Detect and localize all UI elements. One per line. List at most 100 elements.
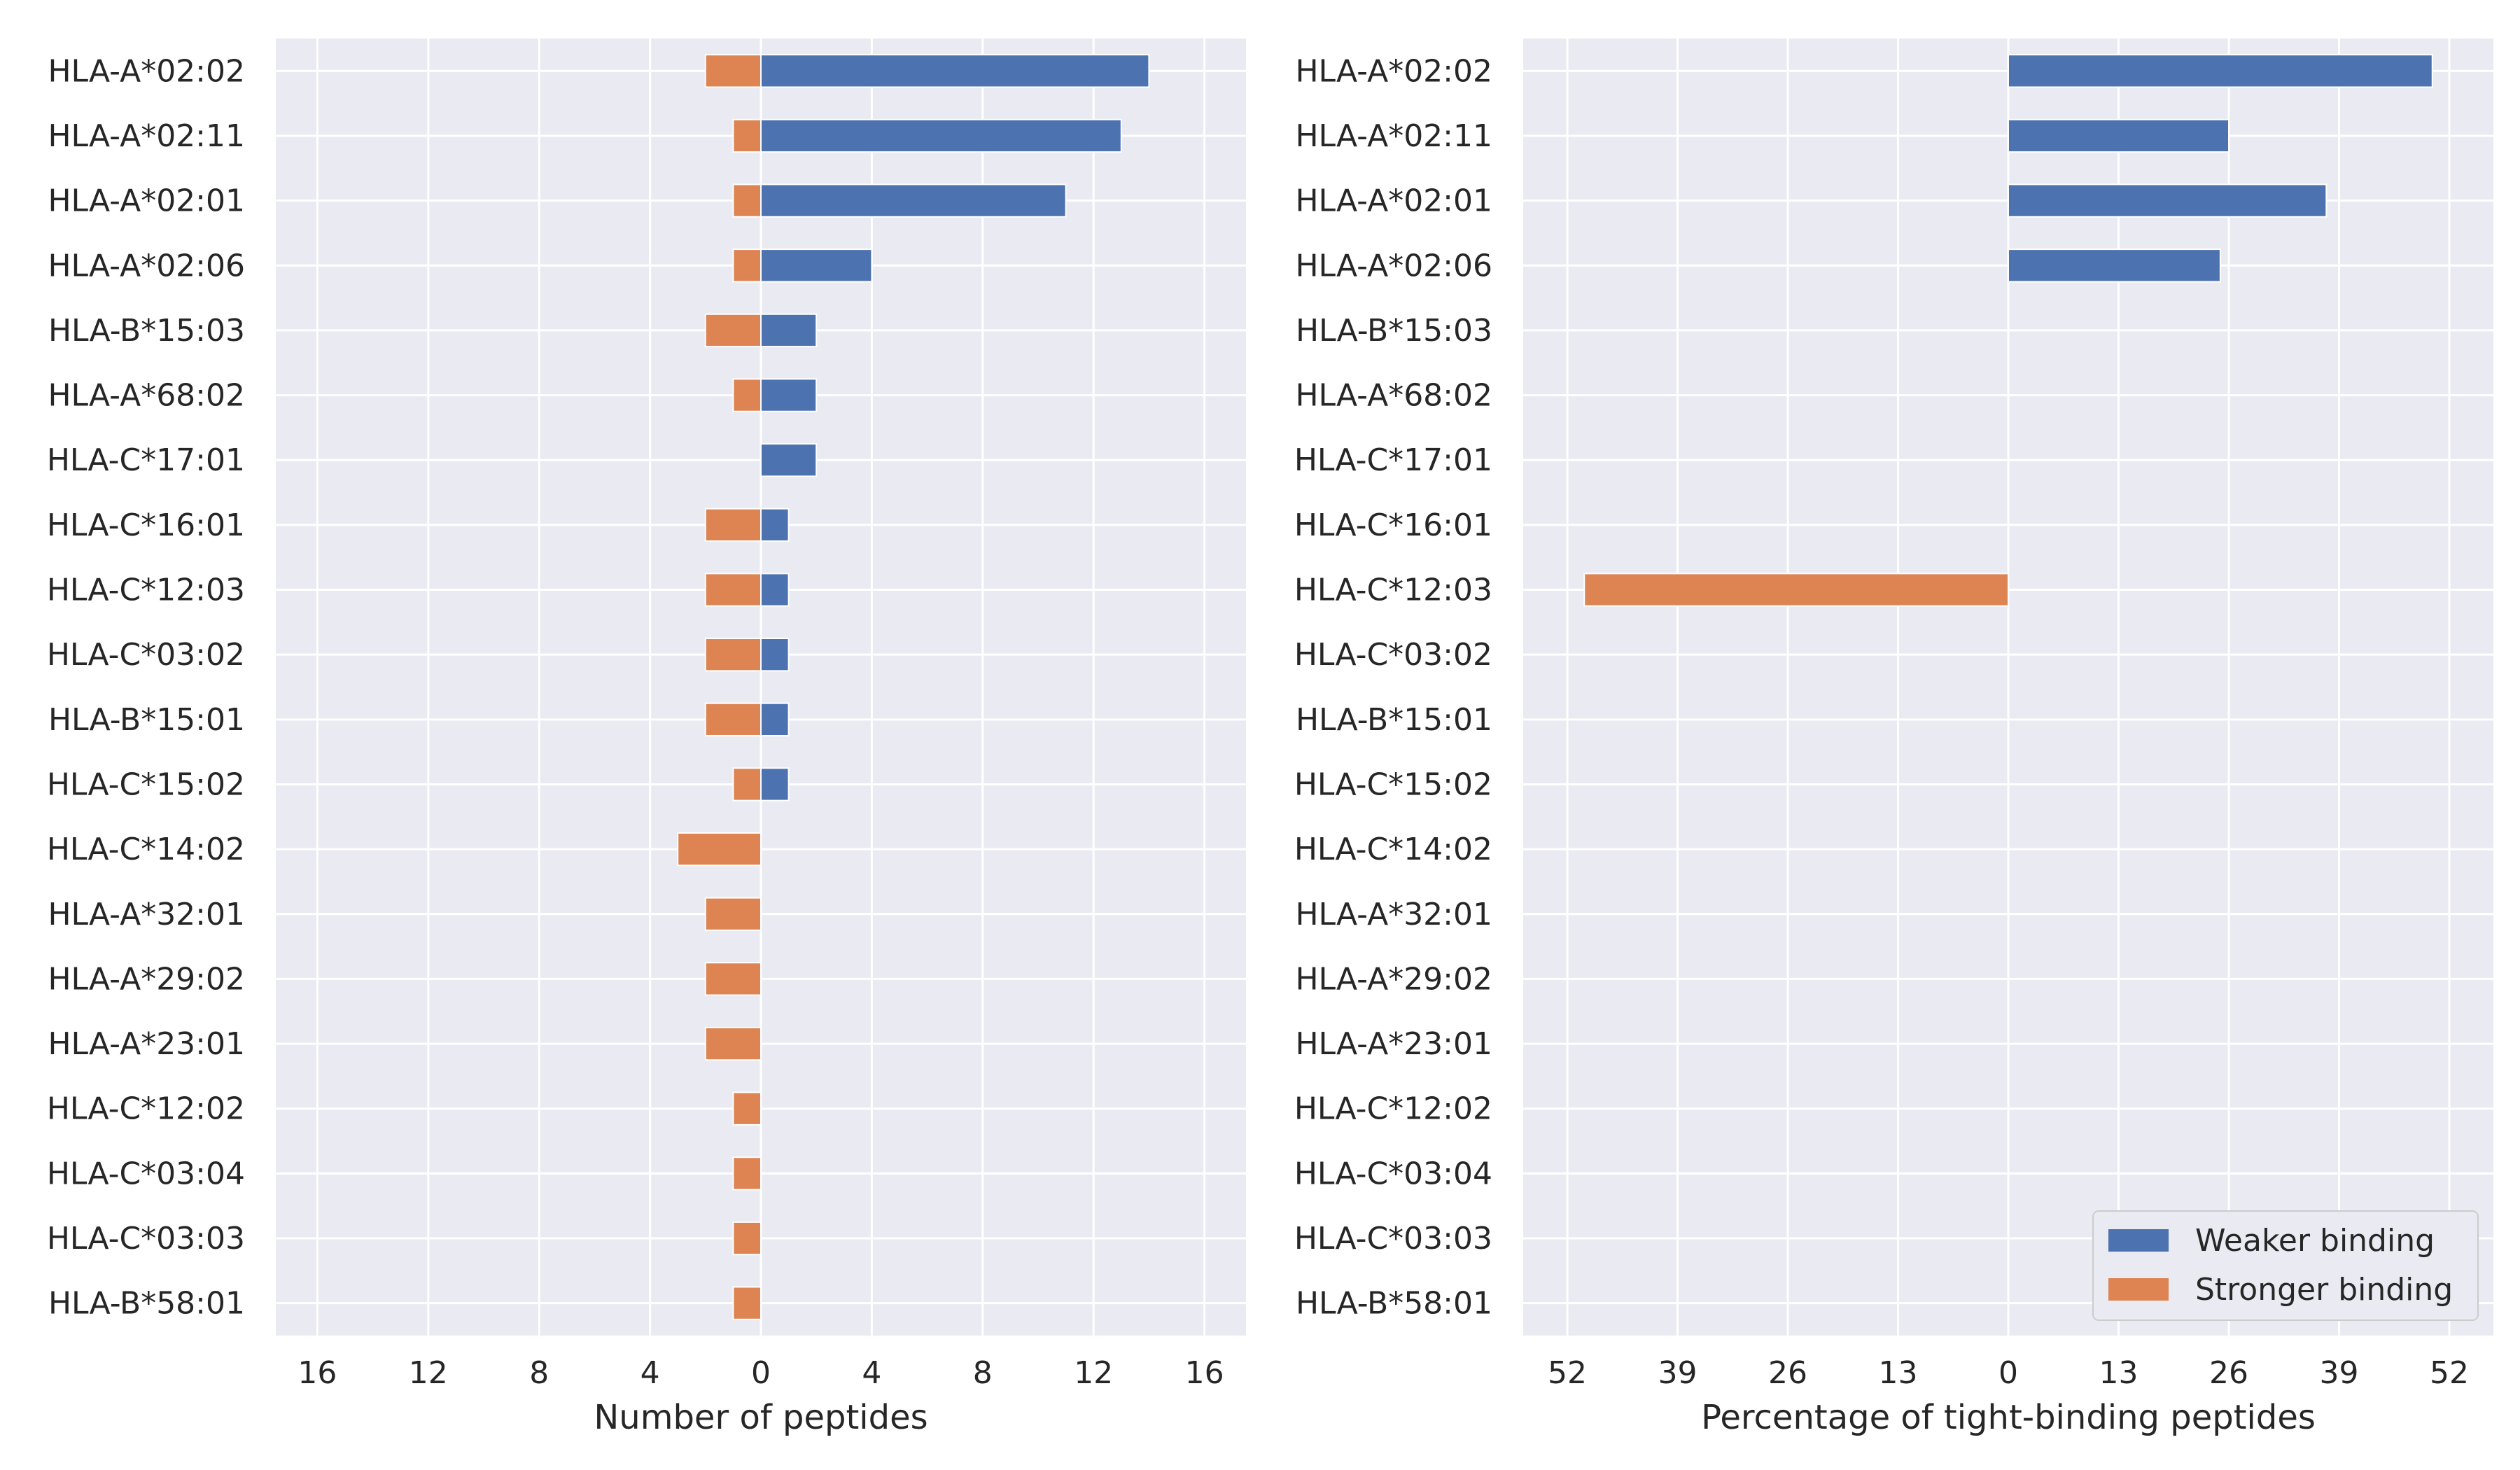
stronger-binding-bar-4 bbox=[704, 313, 762, 348]
y-tick-label: HLA-C*03:02 bbox=[47, 637, 245, 673]
left-chart-panel: 16 12 8 4 0 4 8 12 16 HLA-A*02:02 HLA-A*02:11 HLA-A… bbox=[47, 38, 1246, 1437]
stronger-binding-bar-11 bbox=[732, 767, 762, 802]
x-tick-label: 13 bbox=[1879, 1355, 1918, 1391]
x-tick-label: 39 bbox=[2320, 1355, 2359, 1391]
legend: Weaker binding Stronger binding bbox=[2092, 1210, 2479, 1321]
stronger-binding-bar-2 bbox=[732, 183, 762, 218]
stronger-binding-bar-8 bbox=[1583, 573, 2009, 607]
stronger-binding-bar-15 bbox=[704, 1026, 762, 1061]
weaker-binding-bar-0 bbox=[2008, 54, 2433, 88]
x-tick-label: 0 bbox=[1998, 1355, 2018, 1391]
right-chart-panel: 52 39 26 13 0 13 26 39 52 HLA-A*02:02 HLA-A*02:11 H… bbox=[1294, 38, 2493, 1437]
x-tick-label: 16 bbox=[298, 1355, 337, 1391]
legend-swatch bbox=[2108, 1278, 2169, 1301]
y-tick-label: HLA-B*58:01 bbox=[48, 1286, 245, 1322]
weaker-binding-bar-3 bbox=[760, 248, 873, 283]
stronger-binding-bar-18 bbox=[732, 1221, 762, 1256]
y-tick-label: HLA-B*15:01 bbox=[48, 702, 245, 738]
stronger-binding-bar-7 bbox=[704, 507, 762, 542]
weaker-binding-bar-5 bbox=[760, 378, 818, 412]
y-tick-label: HLA-C*12:03 bbox=[47, 573, 245, 608]
y-tick-label: HLA-C*03:04 bbox=[1294, 1156, 1492, 1191]
stronger-binding-bar-3 bbox=[732, 248, 762, 283]
y-tick-label: HLA-C*12:03 bbox=[1294, 573, 1492, 608]
y-tick-label: HLA-C*17:01 bbox=[47, 442, 245, 478]
y-tick-label: HLA-A*02:02 bbox=[48, 53, 245, 89]
stronger-binding-bar-1 bbox=[732, 118, 762, 153]
legend-label: Weaker binding bbox=[2195, 1223, 2435, 1259]
stronger-binding-bar-9 bbox=[704, 638, 762, 672]
y-tick-label: HLA-C*17:01 bbox=[1294, 442, 1492, 478]
weaker-binding-bar-8 bbox=[760, 573, 790, 607]
stronger-binding-bar-8 bbox=[704, 573, 762, 607]
x-tick-label: 26 bbox=[2209, 1355, 2248, 1391]
y-tick-label: HLA-A*02:06 bbox=[48, 248, 245, 284]
y-tick-label: HLA-B*15:03 bbox=[1296, 313, 1492, 349]
x-axis-label: Number of peptides bbox=[594, 1398, 927, 1437]
stronger-binding-bar-16 bbox=[732, 1091, 762, 1126]
y-tick-label: HLA-C*16:01 bbox=[1294, 507, 1492, 543]
y-tick-label: HLA-A*29:02 bbox=[48, 961, 245, 997]
stronger-binding-bar-0 bbox=[704, 54, 762, 88]
weaker-binding-bar-11 bbox=[760, 767, 790, 802]
y-tick-label: HLA-A*29:02 bbox=[1295, 961, 1492, 997]
y-tick-label: HLA-C*03:04 bbox=[47, 1156, 245, 1191]
y-tick-label: HLA-A*02:01 bbox=[48, 183, 245, 219]
y-tick-label: HLA-C*03:03 bbox=[47, 1221, 245, 1256]
x-tick-label: 52 bbox=[1548, 1355, 1587, 1391]
y-tick-label: HLA-C*14:02 bbox=[47, 832, 245, 867]
y-tick-label: HLA-C*03:03 bbox=[1294, 1221, 1492, 1256]
weaker-binding-bar-9 bbox=[760, 638, 790, 672]
y-tick-label: HLA-A*23:01 bbox=[1295, 1026, 1492, 1062]
y-tick-label: HLA-C*16:01 bbox=[47, 507, 245, 543]
x-tick-label: 13 bbox=[2099, 1355, 2138, 1391]
x-axis-label: Percentage of tight-binding peptides bbox=[1701, 1398, 2316, 1437]
weaker-binding-bar-3 bbox=[2008, 248, 2221, 283]
y-tick-label: HLA-B*15:01 bbox=[1296, 702, 1492, 738]
y-tick-label: HLA-A*23:01 bbox=[48, 1026, 245, 1062]
x-tick-label: 8 bbox=[973, 1355, 993, 1391]
x-tick-label: 12 bbox=[409, 1355, 448, 1391]
weaker-binding-bar-10 bbox=[760, 702, 790, 736]
weaker-binding-bar-6 bbox=[760, 443, 818, 477]
weaker-binding-bar-2 bbox=[760, 183, 1067, 218]
stronger-binding-bar-19 bbox=[732, 1286, 762, 1320]
x-tick-label: 8 bbox=[529, 1355, 549, 1391]
y-tick-label: HLA-A*68:02 bbox=[48, 378, 245, 414]
y-tick-label: HLA-A*02:06 bbox=[1295, 248, 1492, 284]
y-tick-label: HLA-A*02:02 bbox=[1295, 53, 1492, 89]
y-tick-label: HLA-A*02:01 bbox=[1295, 183, 1492, 219]
y-tick-label: HLA-A*32:01 bbox=[48, 897, 245, 932]
y-tick-label: HLA-C*14:02 bbox=[1294, 832, 1492, 867]
x-tick-label: 4 bbox=[862, 1355, 881, 1391]
y-tick-label: HLA-A*02:11 bbox=[1295, 118, 1492, 154]
stronger-binding-bar-14 bbox=[704, 962, 762, 996]
y-tick-label: HLA-C*03:02 bbox=[1294, 637, 1492, 673]
weaker-binding-bar-4 bbox=[760, 313, 818, 348]
weaker-binding-bar-2 bbox=[2008, 183, 2328, 218]
x-tick-label: 12 bbox=[1074, 1355, 1113, 1391]
y-tick-label: HLA-C*12:02 bbox=[47, 1091, 245, 1127]
legend-box bbox=[2092, 1210, 2479, 1321]
stronger-binding-bar-5 bbox=[732, 378, 762, 412]
y-tick-label: HLA-A*68:02 bbox=[1295, 378, 1492, 414]
legend-swatch bbox=[2108, 1229, 2169, 1252]
y-tick-label: HLA-B*15:03 bbox=[48, 313, 245, 349]
y-tick-label: HLA-C*15:02 bbox=[47, 766, 245, 802]
y-tick-label: HLA-A*02:11 bbox=[48, 118, 245, 154]
x-tick-label: 26 bbox=[1768, 1355, 1807, 1391]
y-tick-label: HLA-B*58:01 bbox=[1296, 1286, 1492, 1322]
legend-label: Stronger binding bbox=[2195, 1272, 2453, 1308]
x-tick-label: 39 bbox=[1658, 1355, 1698, 1391]
y-tick-label: HLA-C*15:02 bbox=[1294, 766, 1492, 802]
y-tick-label: HLA-A*32:01 bbox=[1295, 897, 1492, 932]
x-tick-label: 4 bbox=[640, 1355, 660, 1391]
stronger-binding-bar-10 bbox=[704, 702, 762, 736]
weaker-binding-bar-1 bbox=[2008, 118, 2230, 153]
stronger-binding-bar-13 bbox=[704, 897, 762, 931]
weaker-binding-bar-1 bbox=[760, 118, 1122, 153]
stronger-binding-bar-12 bbox=[677, 832, 762, 867]
x-tick-label: 16 bbox=[1185, 1355, 1224, 1391]
weaker-binding-bar-0 bbox=[760, 54, 1150, 88]
